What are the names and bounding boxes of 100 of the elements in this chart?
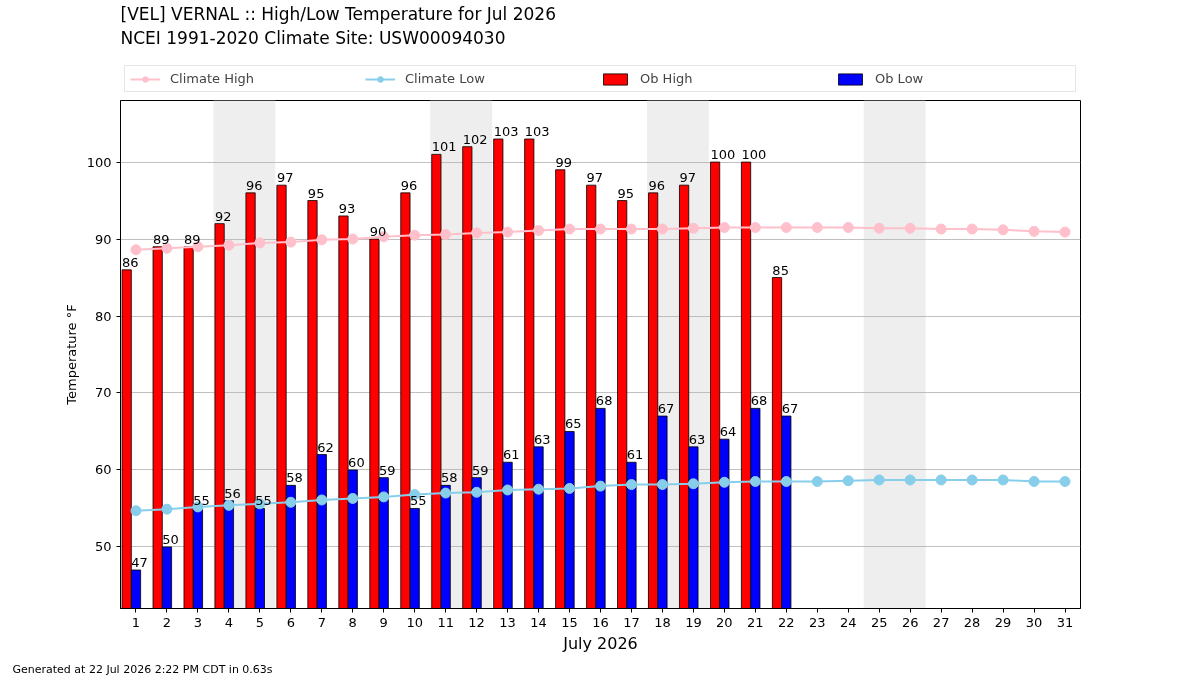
x-tick-label: 6 bbox=[286, 614, 295, 630]
point bbox=[595, 480, 606, 492]
legend-label: Ob Low bbox=[875, 71, 925, 86]
point bbox=[842, 222, 854, 233]
point bbox=[595, 223, 606, 235]
data-label: 93 bbox=[338, 200, 356, 216]
point bbox=[533, 225, 545, 237]
point bbox=[285, 236, 297, 248]
x-tick-label: 25 bbox=[870, 614, 888, 630]
y-tick-label: 80 bbox=[94, 308, 112, 324]
data-label: 47 bbox=[131, 555, 148, 571]
y-tick-label: 100 bbox=[86, 154, 112, 170]
point bbox=[285, 496, 297, 508]
legend-label: Climate High bbox=[170, 71, 256, 86]
point bbox=[687, 478, 699, 490]
point bbox=[409, 229, 421, 241]
x-tick-label: 7 bbox=[317, 614, 326, 630]
point bbox=[316, 234, 328, 246]
data-label: 55 bbox=[255, 493, 272, 509]
x-tick-label: 18 bbox=[654, 614, 671, 630]
data-label: 95 bbox=[307, 185, 325, 201]
x-tick-label: 12 bbox=[468, 614, 485, 630]
data-label: 67 bbox=[781, 401, 799, 417]
x-tick-label: 14 bbox=[530, 614, 547, 630]
y-tick-label: 70 bbox=[94, 385, 112, 401]
point bbox=[935, 474, 947, 486]
point bbox=[749, 476, 761, 487]
point bbox=[223, 239, 235, 251]
x-axis-title: July 2026 bbox=[562, 633, 638, 653]
data-label: 95 bbox=[617, 185, 635, 201]
point bbox=[1059, 476, 1071, 487]
point bbox=[811, 476, 823, 487]
legend-label: Climate Low bbox=[405, 71, 486, 86]
point bbox=[935, 223, 947, 235]
point bbox=[471, 486, 483, 498]
x-tick-label: 15 bbox=[561, 614, 578, 630]
data-label: 62 bbox=[317, 439, 334, 455]
point bbox=[873, 222, 885, 234]
point bbox=[564, 482, 576, 494]
point bbox=[161, 503, 173, 515]
x-tick-label: 4 bbox=[224, 614, 234, 630]
y-tick-label: 60 bbox=[94, 462, 112, 478]
x-tick-label: 3 bbox=[193, 614, 203, 630]
point bbox=[718, 476, 730, 488]
data-label: 63 bbox=[533, 431, 551, 447]
data-label: 60 bbox=[348, 454, 365, 470]
point bbox=[966, 474, 978, 486]
x-tick-label: 1 bbox=[131, 614, 141, 630]
data-label: 61 bbox=[626, 447, 644, 463]
data-label: 64 bbox=[719, 424, 737, 440]
x-tick-label: 19 bbox=[685, 614, 702, 630]
x-tick-label: 26 bbox=[901, 614, 919, 630]
data-label: 58 bbox=[441, 470, 458, 486]
point bbox=[656, 479, 668, 491]
y-axis-title: Temperature °F bbox=[63, 304, 79, 406]
point bbox=[997, 474, 1009, 486]
point bbox=[1028, 225, 1040, 237]
x-tick-label: 23 bbox=[809, 614, 826, 630]
x-tick-label: 30 bbox=[1025, 614, 1043, 630]
point bbox=[966, 223, 978, 235]
x-tick-label: 13 bbox=[499, 614, 516, 630]
data-label: 97 bbox=[679, 170, 697, 186]
x-tick-label: 22 bbox=[778, 614, 795, 630]
data-label: 61 bbox=[502, 447, 520, 463]
x-tick-label: 2 bbox=[162, 614, 172, 630]
point bbox=[254, 237, 266, 249]
x-tick-label: 11 bbox=[437, 614, 454, 630]
data-label: 68 bbox=[750, 393, 768, 409]
chart-subtitle: NCEI 1991-2020 Climate Site: USW00094030 bbox=[120, 27, 506, 48]
point bbox=[780, 476, 792, 487]
point bbox=[440, 487, 452, 499]
data-label: 59 bbox=[471, 462, 489, 478]
point bbox=[1028, 476, 1040, 487]
point bbox=[811, 222, 823, 233]
data-label: 102 bbox=[462, 131, 488, 147]
data-label: 63 bbox=[688, 431, 706, 447]
data-label: 100 bbox=[741, 147, 767, 163]
x-tick-label: 8 bbox=[348, 614, 357, 630]
x-tick-label: 17 bbox=[623, 614, 640, 630]
data-label: 65 bbox=[564, 416, 582, 432]
data-label: 56 bbox=[224, 485, 241, 501]
data-label: 89 bbox=[183, 231, 201, 247]
point bbox=[687, 222, 699, 234]
point bbox=[904, 474, 916, 486]
legend-label: Ob High bbox=[640, 71, 694, 86]
point bbox=[718, 222, 730, 233]
point bbox=[533, 483, 545, 495]
point bbox=[502, 226, 514, 238]
point bbox=[378, 491, 390, 503]
point bbox=[347, 233, 359, 245]
point bbox=[440, 228, 452, 240]
chart-title: [VEL] VERNAL :: High/Low Temperature for Jul 2026 bbox=[120, 3, 557, 24]
data-label: 96 bbox=[245, 177, 263, 193]
point bbox=[316, 494, 328, 506]
data-label: 96 bbox=[648, 177, 666, 193]
data-label: 58 bbox=[286, 470, 303, 486]
x-tick-label: 9 bbox=[379, 614, 388, 630]
data-label: 68 bbox=[595, 393, 613, 409]
x-tick-label: 27 bbox=[932, 614, 950, 630]
point bbox=[625, 479, 637, 491]
